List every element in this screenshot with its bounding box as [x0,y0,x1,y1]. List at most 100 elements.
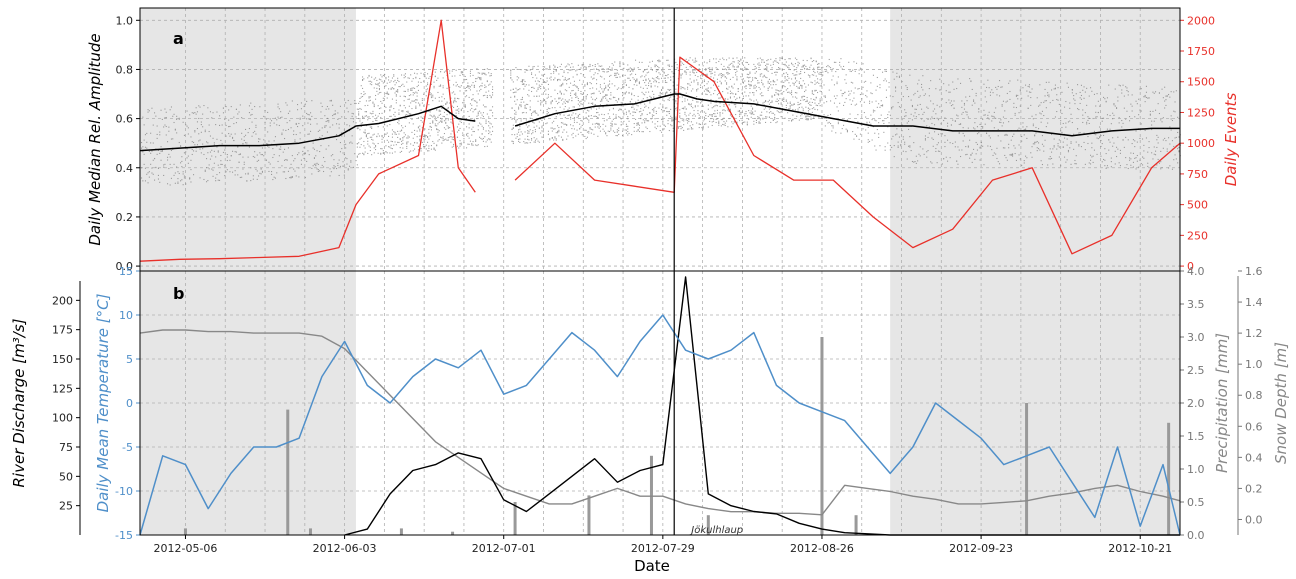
a-scatter-point [1162,147,1164,149]
a-scatter-point [560,84,562,86]
a-scatter-point [551,130,553,132]
a-scatter-point [226,156,228,158]
a-scatter-point [749,76,751,78]
a-scatter-point [371,84,373,86]
a-scatter-point [580,126,582,128]
a-scatter-point [701,70,703,73]
a-scatter-point [458,108,460,110]
a-scatter-point [804,68,806,70]
a-scatter-point [745,67,747,70]
a-scatter-point [1103,158,1105,161]
a-scatter-point [326,120,328,122]
a-scatter-point [680,61,682,63]
a-scatter-point [212,175,214,177]
a-scatter-point [202,143,204,145]
a-scatter-point [796,71,798,73]
a-scatter-point [601,68,603,70]
a-scatter-point [186,125,188,127]
a-scatter-point [1083,86,1085,88]
a-scatter-point [762,84,764,86]
a-scatter-point [1087,119,1089,121]
a-scatter-point [1112,137,1114,139]
a-scatter-point [185,124,187,126]
a-scatter-point [1134,140,1136,142]
a-scatter-point [911,160,913,163]
a-scatter-point [727,109,729,111]
a-scatter-point [703,123,705,125]
a-scatter-point [273,140,275,142]
a-scatter-point [796,92,798,94]
a-scatter-point [895,90,897,92]
a-scatter-point [1070,113,1072,115]
a-scatter-point [693,81,695,83]
a-scatter-point [852,69,854,71]
a-scatter-point [195,150,197,152]
a-scatter-point [1092,117,1094,120]
a-scatter-point [589,63,591,66]
a-scatter-point [1155,91,1157,93]
a-scatter-point [1095,111,1097,113]
a-scatter-point [675,118,677,121]
a-scatter-point [622,102,624,104]
a-scatter-point [646,127,648,130]
a-scatter-point [784,58,786,61]
a-scatter-point [544,73,546,75]
a-scatter-point [651,60,653,62]
a-scatter-point [403,74,405,76]
a-scatter-point [359,120,361,122]
a-scatter-point [553,79,555,81]
a-scatter-point [347,168,349,170]
a-scatter-point [342,152,344,154]
a-scatter-point [1027,85,1029,87]
a-scatter-point [635,73,637,75]
a-scatter-point [528,95,530,97]
a-scatter-point [611,120,613,122]
a-scatter-point [752,79,754,81]
a-scatter-point [207,142,209,144]
a-scatter-point [451,138,453,140]
a-scatter-point [362,95,364,98]
a-scatter-point [586,82,588,84]
a-scatter-point [979,146,981,148]
a-scatter-point [393,107,395,110]
a-scatter-point [702,128,704,130]
a-scatter-point [572,106,574,108]
a-scatter-point [947,139,949,141]
a-scatter-point [615,134,617,137]
a-scatter-point [761,61,763,63]
a-scatter-point [720,96,722,98]
a-scatter-point [427,135,429,138]
a-scatter-point [518,140,520,142]
a-scatter-point [520,69,522,71]
a-scatter-point [798,62,800,64]
a-scatter-point [675,100,677,102]
a-scatter-point [811,108,813,110]
a-scatter-point [389,124,391,126]
a-scatter-point [432,116,434,118]
a-scatter-point [181,166,183,168]
a-scatter-point [814,102,816,104]
a-scatter-point [607,130,609,132]
a-scatter-point [572,137,574,139]
a-scatter-point [592,87,594,89]
a-scatter-point [212,112,214,114]
a-scatter-point [410,150,412,152]
a-scatter-point [620,108,622,110]
a-scatter-point [633,94,635,97]
a-scatter-point [596,68,598,70]
a-scatter-point [707,67,709,69]
a-scatter-point [758,121,760,123]
a-scatter-point [814,90,816,92]
a-scatter-point [648,82,650,84]
a-scatter-point [945,102,947,104]
a-scatter-point [623,83,625,85]
a-scatter-point [737,110,739,112]
a-scatter-point [1073,98,1075,100]
a-scatter-point [988,87,990,89]
a-scatter-point [143,139,145,141]
a-scatter-point [546,113,548,115]
a-scatter-point [488,138,490,140]
a-scatter-point [250,167,252,169]
a-scatter-point [789,58,791,60]
a-scatter-point [1114,88,1116,90]
